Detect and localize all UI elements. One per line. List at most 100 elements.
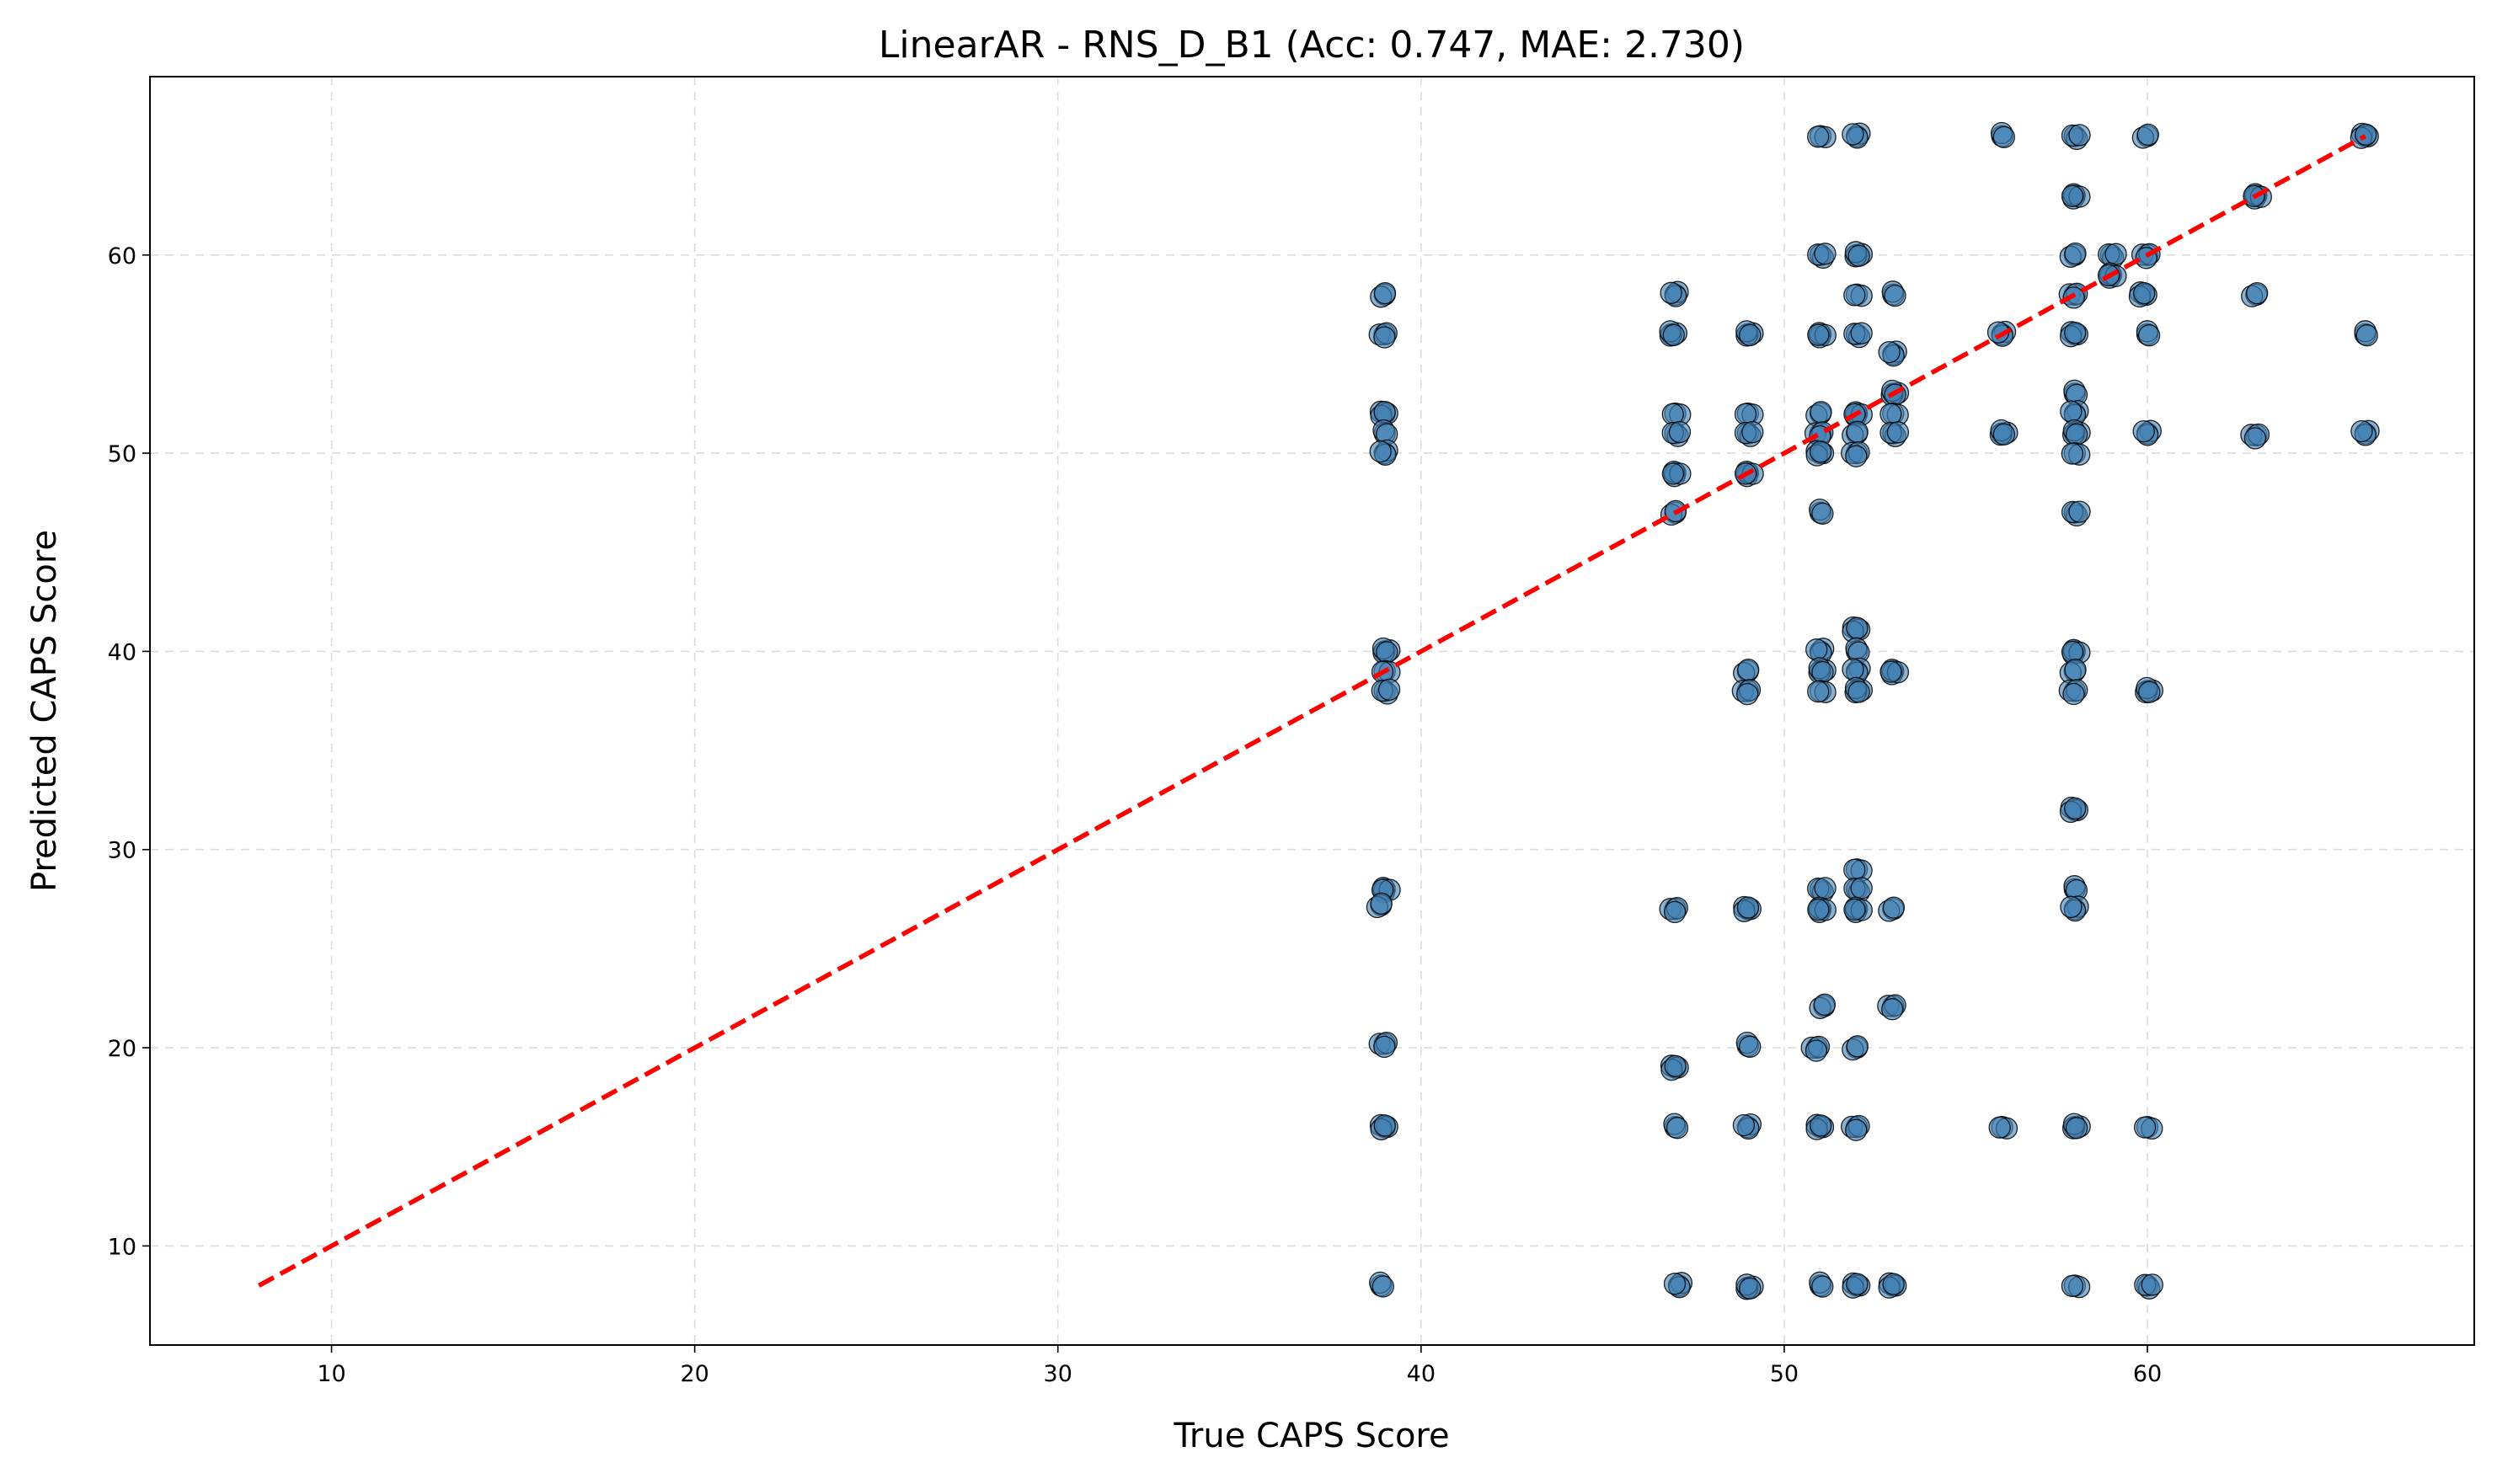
data-point (1841, 440, 1870, 467)
data-point (1733, 895, 1762, 922)
data-point (2058, 679, 2088, 706)
data-point (1369, 1113, 1398, 1140)
x-tick-label: 40 (1407, 1361, 1436, 1387)
data-point (2063, 379, 2088, 406)
data-point (1808, 657, 1837, 684)
y-tick-label: 30 (108, 838, 136, 864)
data-point (1807, 896, 1837, 923)
data-point (1805, 440, 1835, 467)
x-axis-label: True CAPS Score (1173, 1417, 1449, 1455)
data-point (1844, 241, 1874, 268)
data-point (2240, 423, 2270, 450)
data-point (1844, 676, 1874, 704)
y-tick-label: 50 (108, 441, 136, 467)
x-tick-label: 60 (2133, 1361, 2162, 1387)
y-axis-label: Predicted CAPS Score (25, 530, 64, 892)
data-point (2132, 419, 2162, 446)
data-point (2061, 1113, 2091, 1140)
data-point (1807, 322, 1837, 349)
data-point (2133, 1116, 2163, 1140)
data-point (2134, 1273, 2163, 1300)
data-point (2350, 122, 2379, 149)
plot-frame (149, 76, 2475, 1346)
data-point (1842, 1035, 1869, 1061)
y-tick-label: 60 (108, 243, 136, 270)
data-point (2128, 281, 2157, 308)
data-point (1735, 1273, 1764, 1300)
data-point (1845, 637, 1870, 664)
data-point (1369, 1271, 1394, 1298)
x-tick-label: 20 (680, 1361, 708, 1387)
data-point (1733, 659, 1760, 685)
data-point (1661, 460, 1692, 488)
grid-lines (150, 77, 2474, 1345)
data-point (1370, 281, 1397, 308)
data-point (2061, 124, 2091, 151)
reference-line (258, 134, 2366, 1288)
data-point (1368, 1031, 1398, 1059)
data-point (1369, 439, 1398, 466)
data-point (1843, 322, 1873, 349)
data-point (1368, 322, 1398, 349)
data-point (1800, 1035, 1831, 1062)
data-point (1807, 125, 1837, 149)
data-point (1878, 340, 1907, 367)
data-point (1659, 896, 1688, 924)
data-point (1990, 121, 2015, 148)
data-point (2061, 419, 2091, 446)
x-tick-label: 10 (317, 1361, 345, 1387)
data-point (1841, 1114, 1870, 1141)
data-point (1731, 679, 1762, 706)
data-point (1659, 320, 1688, 347)
data-point (2059, 321, 2088, 348)
data-point (2060, 895, 2089, 922)
data-point (2061, 638, 2091, 665)
data-point (1732, 1113, 1762, 1140)
data-point (1371, 637, 1401, 665)
data-point (1660, 1054, 1689, 1081)
data-point (1734, 420, 1764, 447)
data-point (1809, 993, 1837, 1019)
data-point (1807, 680, 1837, 703)
data-point (1805, 1113, 1835, 1140)
reference-line-path (258, 134, 2366, 1288)
data-point (1989, 419, 2018, 446)
data-point (1735, 320, 1764, 347)
data-point (1843, 896, 1873, 923)
data-point (1878, 896, 1906, 922)
y-tick-label: 40 (108, 639, 136, 665)
x-tick-label: 50 (1770, 1361, 1799, 1387)
data-point (2061, 441, 2091, 466)
data-point (1661, 402, 1692, 426)
data-point (1663, 1113, 1689, 1140)
data-point (1878, 1272, 1907, 1299)
data-point (1842, 122, 1871, 149)
data-point (2059, 242, 2087, 268)
data-point (2354, 320, 2378, 347)
data-point (1843, 877, 1873, 904)
data-point (2063, 875, 2088, 902)
x-tick-label: 30 (1044, 1361, 1072, 1387)
data-point (1988, 1116, 2018, 1140)
data-point (1879, 659, 1910, 686)
y-axis-ticks: 10 20 30 40 50 60 (108, 243, 150, 1260)
data-point (2136, 320, 2161, 347)
chart-title: LinearAR - RNS_D_B1 (Acc: 0.747, MAE: 2.… (879, 24, 1745, 67)
data-point (1809, 498, 1834, 525)
data-point (2061, 500, 2091, 527)
data-point (2061, 183, 2091, 210)
data-point (1879, 421, 1910, 447)
data-point (1661, 420, 1692, 447)
data-point (2350, 419, 2380, 446)
data-point (2059, 796, 2088, 824)
x-axis-ticks: 10 20 30 40 50 60 (317, 1345, 2162, 1387)
data-point (2241, 281, 2269, 307)
data-point (1843, 283, 1873, 307)
data-point (1735, 1031, 1762, 1058)
data-point (1842, 1272, 1871, 1299)
data-point (1807, 243, 1837, 270)
y-tick-label: 10 (108, 1234, 136, 1260)
data-point (1881, 280, 1906, 307)
